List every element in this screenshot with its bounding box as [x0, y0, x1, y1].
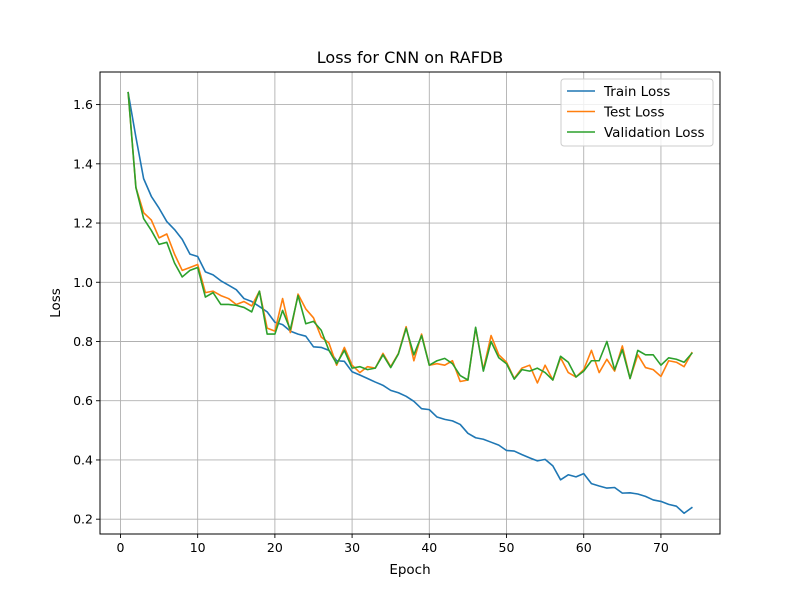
plot-frame — [99, 71, 721, 535]
y-tick-label: 1.2 — [73, 216, 93, 231]
legend: Train Loss Test Loss Validation Loss — [560, 78, 714, 147]
x-tick-label: 50 — [499, 540, 515, 555]
y-tick-label: 1.4 — [73, 156, 93, 171]
y-tick-label: 0.8 — [73, 334, 93, 349]
x-tick-label: 10 — [190, 540, 206, 555]
x-tick-label: 30 — [344, 540, 360, 555]
x-tick-label: 70 — [653, 540, 669, 555]
x-tick-label: 40 — [421, 540, 437, 555]
axis-ticks: 0 10 20 30 40 50 60 70 0.2 0.4 0.6 0.8 1.0 1.2 1.4 1.6 — [73, 97, 669, 555]
y-axis-label: Loss — [48, 288, 64, 318]
train-loss-legend-label: Train Loss — [603, 84, 670, 100]
series-lines — [127, 91, 693, 515]
chart-title: Loss for CNN on RAFDB — [317, 48, 503, 67]
y-tick-label: 0.4 — [73, 452, 93, 467]
y-tick-label: 0.6 — [73, 393, 93, 408]
legend-box — [560, 78, 714, 147]
x-tick-label: 20 — [267, 540, 283, 555]
grid-lines — [100, 72, 720, 534]
x-tick-label: 0 — [116, 540, 124, 555]
validation-loss-line — [127, 91, 693, 381]
y-tick-label: 0.2 — [73, 512, 93, 527]
x-tick-label: 60 — [576, 540, 592, 555]
test-loss-legend-label: Test Loss — [603, 105, 665, 121]
y-tick-label: 1.0 — [73, 275, 93, 290]
validation-loss-legend-label: Validation Loss — [604, 125, 705, 141]
x-axis-label: Epoch — [389, 562, 430, 578]
y-tick-label: 1.6 — [73, 97, 93, 112]
train-loss-line — [127, 91, 693, 515]
